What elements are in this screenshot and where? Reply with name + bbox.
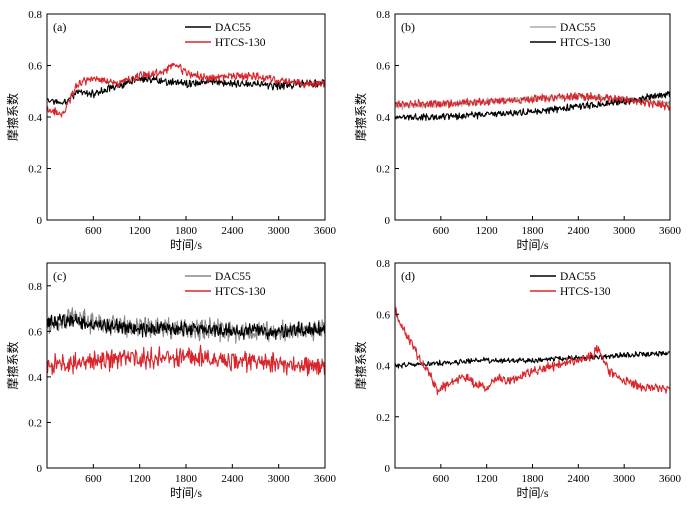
panel-3: 600 1200 1800 2400 3000 3600 0 0.2 0.4 0.6 0.8 时间/s… xyxy=(5,262,337,500)
legend: DAC55 HTCS-130 xyxy=(185,271,266,298)
x-axis-label: 时间/s xyxy=(516,238,548,252)
x-tick-label: 2400 xyxy=(567,473,590,485)
y-tick-label: 0.2 xyxy=(28,417,42,429)
y-tick-label: 0.6 xyxy=(28,326,42,338)
x-axis-label: 时间/s xyxy=(170,486,202,500)
y-tick-label: 0.2 xyxy=(376,164,390,176)
x-tick-label: 3600 xyxy=(659,225,682,237)
x-tick-label: 2400 xyxy=(567,225,590,237)
y-tick-label: 0.8 xyxy=(376,9,390,21)
panel-label: (d) xyxy=(401,269,415,283)
y-axis-label: 摩擦系数 xyxy=(353,341,368,389)
y-axis-label: 摩擦系数 xyxy=(5,341,20,389)
x-tick-label: 1200 xyxy=(129,473,152,485)
legend-entry: HTCS-130 xyxy=(215,286,266,298)
y-axis-label: 摩擦系数 xyxy=(5,93,20,141)
y-axis-label: 摩擦系数 xyxy=(353,93,368,141)
legend-entry: HTCS-130 xyxy=(560,286,611,298)
series-line-htcs-130 xyxy=(395,304,670,396)
legend: DAC55 HTCS-130 xyxy=(185,22,266,49)
y-tick-label: 0 xyxy=(385,463,391,475)
x-tick-label: 3000 xyxy=(268,473,291,485)
y-tick-label: 0.4 xyxy=(28,112,42,124)
legend-entry: DAC55 xyxy=(215,271,251,283)
x-tick-label: 600 xyxy=(85,473,102,485)
y-tick-label: 0.8 xyxy=(28,281,42,293)
legend-entry: DAC55 xyxy=(560,22,596,34)
series-line-dac55 xyxy=(395,350,670,369)
x-tick-label: 600 xyxy=(433,225,450,237)
series-line-htcs-130 xyxy=(47,62,325,118)
y-tick-label: 0.2 xyxy=(28,164,42,176)
x-tick-label: 2400 xyxy=(221,473,244,485)
y-tick-label: 0.8 xyxy=(376,258,390,270)
x-tick-label: 600 xyxy=(433,473,450,485)
panel-2: 600 1200 1800 2400 3000 3600 0 0.2 0.4 0.6 0.8 时间/s… xyxy=(353,9,682,252)
plot-frame xyxy=(46,13,326,221)
legend: DAC55 HTCS-130 xyxy=(530,22,611,49)
x-tick-label: 1200 xyxy=(476,225,499,237)
panel-label: (c) xyxy=(53,269,66,283)
y-tick-label: 0 xyxy=(37,215,43,227)
x-tick-label: 3000 xyxy=(613,225,636,237)
legend-entry: HTCS-130 xyxy=(560,37,611,49)
x-tick-label: 3000 xyxy=(613,473,636,485)
panel-label: (a) xyxy=(53,20,66,34)
y-tick-label: 0.6 xyxy=(376,61,390,73)
legend: DAC55 HTCS-130 xyxy=(530,271,611,298)
y-tick-label: 0.6 xyxy=(376,309,390,321)
legend-entry: DAC55 xyxy=(560,271,596,283)
legend-entry: HTCS-130 xyxy=(215,37,266,49)
plot-frame xyxy=(394,262,671,469)
x-axis-label: 时间/s xyxy=(170,238,202,252)
series-line-dac55 xyxy=(47,75,325,105)
panel-1: 600 1200 1800 2400 3000 3600 0 0.2 0.4 0.6 0.8 时间/s… xyxy=(5,9,337,252)
series-line-trace-2 xyxy=(47,313,325,341)
x-tick-label: 3600 xyxy=(659,473,682,485)
y-tick-label: 0.2 xyxy=(376,412,390,424)
x-tick-label: 1800 xyxy=(522,473,545,485)
legend-entry: DAC55 xyxy=(215,22,251,34)
x-tick-label: 1800 xyxy=(522,225,545,237)
x-tick-label: 3600 xyxy=(314,225,337,237)
y-tick-label: 0.4 xyxy=(28,372,42,384)
series-line-trace-3 xyxy=(395,92,670,111)
y-tick-label: 0.4 xyxy=(376,361,390,373)
x-tick-label: 1200 xyxy=(476,473,499,485)
y-tick-label: 0 xyxy=(385,215,391,227)
x-tick-label: 1800 xyxy=(175,473,198,485)
x-tick-label: 1200 xyxy=(129,225,152,237)
panel-label: (b) xyxy=(401,20,415,34)
series-line-htcs-130 xyxy=(47,344,325,377)
y-tick-label: 0.4 xyxy=(376,112,390,124)
x-axis-label: 时间/s xyxy=(516,486,548,500)
x-tick-label: 600 xyxy=(85,225,102,237)
y-tick-label: 0 xyxy=(37,463,43,475)
x-tick-label: 1800 xyxy=(175,225,198,237)
y-tick-label: 0.6 xyxy=(28,61,42,73)
series-line-htcs-130 xyxy=(395,90,670,121)
panel-4: 600 1200 1800 2400 3000 3600 0 0.2 0.4 0.6 0.8 时间/s… xyxy=(353,258,682,500)
x-tick-label: 3600 xyxy=(314,473,337,485)
x-tick-label: 3000 xyxy=(268,225,291,237)
y-tick-label: 0.8 xyxy=(28,9,42,21)
x-tick-label: 2400 xyxy=(221,225,244,237)
